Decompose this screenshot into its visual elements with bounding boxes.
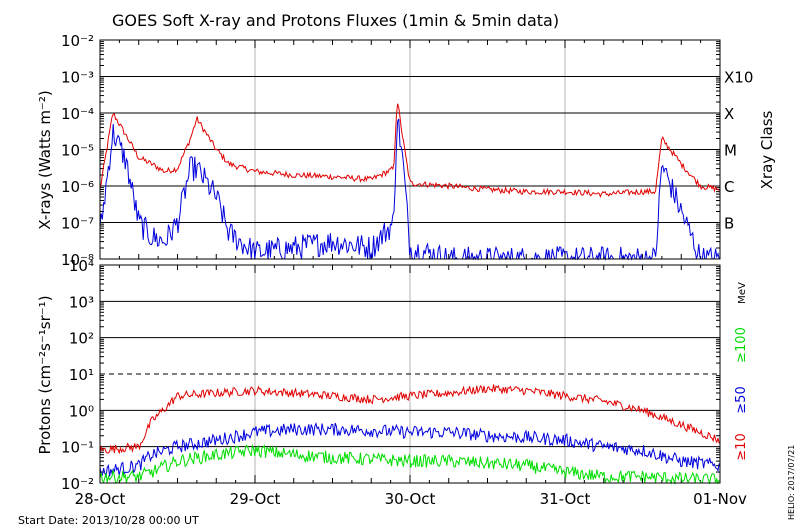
y-tick-label: 10⁻⁴	[61, 105, 94, 123]
xray-class-label: B	[724, 215, 734, 233]
y-tick-label: 10¹	[69, 366, 94, 384]
proton-legend-50: ≥50	[734, 386, 749, 413]
y-tick-label: 10⁻²	[61, 475, 94, 493]
y-tick-label: 10⁻⁵	[61, 142, 94, 160]
y-tick-label: 10⁻²	[61, 32, 94, 50]
xray-long-series	[99, 103, 720, 198]
proton-legend-100: ≥100	[734, 327, 749, 363]
proton-plot-frame	[99, 264, 721, 484]
x-tick-label: 29-Oct	[230, 490, 281, 508]
proton-unit-label: MeV	[737, 282, 748, 304]
xray-plot-frame	[99, 39, 721, 260]
xray-class-label: X10	[724, 69, 753, 87]
proton-y-axis-label: Protons (cm⁻²s⁻¹sr⁻¹)	[36, 295, 54, 454]
proton-series-2	[99, 443, 720, 485]
start-date-label: Start Date: 2013/10/28 00:00 UT	[18, 514, 199, 527]
y-tick-label: 10⁻⁶	[61, 178, 94, 196]
x-tick-label: 28-Oct	[75, 490, 126, 508]
x-tick-label: 31-Oct	[540, 490, 591, 508]
y-tick-label: 10⁻⁷	[61, 215, 94, 233]
xray-class-label: C	[724, 178, 734, 196]
xray-panel: 10⁻⁸ 10⁻⁷ 10⁻⁶ 10⁻⁵ 10⁻⁴ 10⁻³ 10⁻² B CM X X10 X-r…	[36, 32, 776, 269]
xray-class-label: X	[724, 105, 734, 123]
y-tick-label: 10⁴	[69, 257, 94, 275]
x-tick-label: 30-Oct	[385, 490, 436, 508]
y-tick-label: 10²	[69, 330, 94, 348]
credit-label: HELIO: 2017/07/21	[787, 445, 796, 520]
y-tick-label: 10⁰	[69, 402, 94, 420]
proton-series-0	[99, 384, 720, 455]
proton-series-1	[99, 422, 720, 478]
xray-class-axis-label: Xray Class	[758, 110, 776, 189]
y-tick-label: 10⁻¹	[61, 439, 94, 457]
figure-title: GOES Soft X-ray and Protons Fluxes (1min…	[112, 11, 559, 30]
xray-y-axis-label: X-rays (Watts m⁻²)	[36, 90, 54, 229]
y-tick-label: 10³	[69, 293, 94, 311]
y-tick-label: 10⁻³	[61, 69, 94, 87]
y-tick-label: 10⁻⁸	[61, 251, 94, 269]
x-tick-label: 01-Nov	[693, 490, 747, 508]
xray-class-label: M	[724, 142, 737, 160]
proton-legend-10: ≥10	[734, 433, 749, 460]
proton-panel: 10⁻² 10⁻¹ 10⁰ 10¹ 10² 10³ 10⁴ Protons (cm⁻²s⁻¹…	[36, 257, 749, 493]
